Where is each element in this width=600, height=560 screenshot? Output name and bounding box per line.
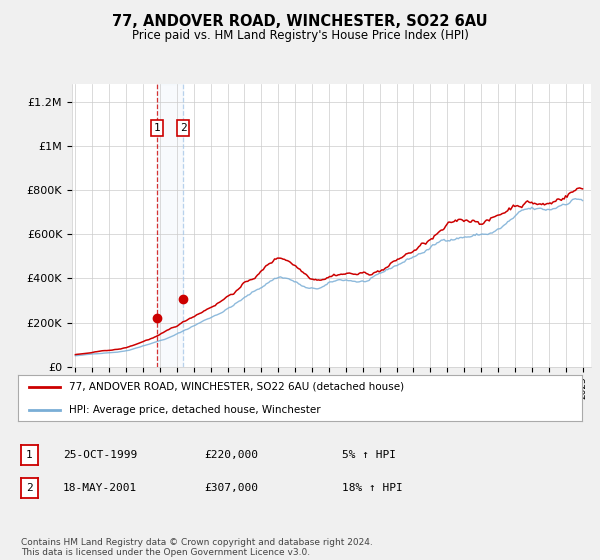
Text: 1: 1	[154, 123, 160, 133]
Text: £220,000: £220,000	[204, 450, 258, 460]
Text: Price paid vs. HM Land Registry's House Price Index (HPI): Price paid vs. HM Land Registry's House …	[131, 29, 469, 42]
Text: 2: 2	[180, 123, 187, 133]
Text: 1: 1	[26, 450, 33, 460]
Text: 77, ANDOVER ROAD, WINCHESTER, SO22 6AU: 77, ANDOVER ROAD, WINCHESTER, SO22 6AU	[112, 14, 488, 29]
Text: HPI: Average price, detached house, Winchester: HPI: Average price, detached house, Winc…	[69, 405, 320, 414]
Text: 18% ↑ HPI: 18% ↑ HPI	[342, 483, 403, 493]
Text: 5% ↑ HPI: 5% ↑ HPI	[342, 450, 396, 460]
Text: £307,000: £307,000	[204, 483, 258, 493]
Bar	[157, 84, 183, 367]
Text: 18-MAY-2001: 18-MAY-2001	[63, 483, 137, 493]
Text: 25-OCT-1999: 25-OCT-1999	[63, 450, 137, 460]
Text: 77, ANDOVER ROAD, WINCHESTER, SO22 6AU (detached house): 77, ANDOVER ROAD, WINCHESTER, SO22 6AU (…	[69, 382, 404, 391]
Text: Contains HM Land Registry data © Crown copyright and database right 2024.
This d: Contains HM Land Registry data © Crown c…	[21, 538, 373, 557]
Text: 2: 2	[26, 483, 33, 493]
